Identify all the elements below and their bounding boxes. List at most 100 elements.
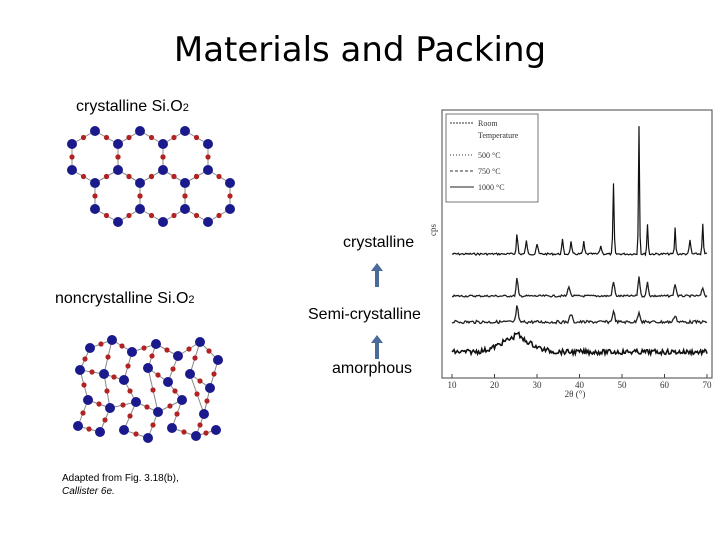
oxygen-atom [149,353,155,359]
silicon-atom [158,139,168,149]
oxygen-atom [137,193,143,199]
up-arrow-icon [371,335,383,359]
oxygen-atom [182,193,188,199]
silicon-atom [135,178,145,188]
silicon-atom [177,395,187,405]
xrd-pattern-plot: Room Temperature 500 °C 750 °C 1000 °C c… [428,109,713,399]
x-tick-label: 10 [448,380,458,390]
label-amorphous: amorphous [332,360,413,377]
silicon-atom [158,165,168,175]
silicon-atom [113,139,123,149]
silicon-atom [67,165,77,175]
silicon-atom [203,165,213,175]
label-crystalline: crystalline [343,234,415,251]
plot-frame [441,109,713,379]
oxygen-atom [164,347,170,353]
oxygen-atom [98,341,104,347]
up-arrow-icon [371,263,383,287]
legend-1000: 1000 °C [478,183,505,192]
x-axis-label: 2θ (°) [565,389,586,399]
silicon-atom [113,165,123,175]
silicon-atom [203,217,213,227]
oxygen-atom [206,348,212,354]
oxygen-atom [82,356,88,362]
oxygen-atom [89,369,95,375]
silicon-atom [113,217,123,227]
trace-500c [451,305,708,325]
oxygen-atom [148,134,155,141]
legend-temperature: Temperature [478,131,519,140]
oxygen-atom [104,388,110,394]
trace-1000c [451,126,708,257]
oxygen-atom [167,403,173,409]
silicon-atom [167,423,177,433]
silicon-atom [173,351,183,361]
x-tick-label: 40 [575,380,585,390]
silicon-atom [131,397,141,407]
silicon-atom [163,377,173,387]
caption-line-2: Callister 6e. [62,486,115,497]
oxygen-atom [203,430,209,436]
trace-room-temperature [451,331,708,358]
oxygen-atom [144,404,150,410]
silicon-atom [83,395,93,405]
y-axis-label: cps [428,224,438,236]
oxygen-atom [211,371,217,377]
crystalline-sio2-label: crystalline Si.O2 [76,98,189,116]
caption-line-1: Adapted from Fig. 3.18(b), [62,473,179,484]
oxygen-atom [81,382,87,388]
oxygen-atom [155,372,161,378]
silicon-atom [119,375,129,385]
oxygen-atom [125,363,131,369]
silicon-atom [180,178,190,188]
silicon-atom [90,204,100,214]
oxygen-atom [119,343,125,349]
x-tick-label: 30 [533,380,543,390]
x-tick-label: 20 [490,380,500,390]
crystalline-label-subscript: 2 [182,102,189,114]
silicon-atom [205,383,215,393]
silicon-atom [105,403,115,413]
legend-500: 500 °C [478,151,501,160]
silicon-atom [127,347,137,357]
oxygen-atom [170,366,176,372]
oxygen-atom [80,410,86,416]
oxygen-atom [227,193,233,199]
oxygen-atom [174,411,180,417]
oxygen-atom [197,422,203,428]
oxygen-atom [126,173,132,180]
silicon-atom [180,126,190,136]
silicon-atom [211,425,221,435]
oxygen-atom [160,154,166,160]
silicon-atom [213,355,223,365]
oxygen-atom [126,212,132,219]
oxygen-atom [197,378,203,384]
silicon-atom [143,433,153,443]
silicon-atom [73,421,83,431]
oxygen-atom [126,134,132,141]
silicon-atom [99,369,109,379]
oxygen-atom [171,134,177,141]
legend-room: Room [478,119,498,128]
silicon-atom [185,369,195,379]
oxygen-atom [193,212,200,219]
silicon-atom [180,204,190,214]
oxygen-atom [150,387,156,393]
oxygen-atom [127,413,133,419]
oxygen-atom [105,354,111,360]
noncrystalline-label-subscript: 2 [188,294,195,306]
oxygen-atom [102,417,108,423]
oxygen-atom [186,346,192,352]
x-tick-label: 50 [618,380,628,390]
silicon-atom [90,126,100,136]
oxygen-atom [193,173,200,180]
oxygen-atom [86,426,92,432]
oxygen-atom [115,154,121,160]
noncrystalline-sio2-label: noncrystalline Si.O2 [55,290,195,308]
silicon-atom [158,217,168,227]
silicon-atom [90,178,100,188]
oxygen-atom [141,345,147,351]
oxygen-atom [148,173,155,180]
oxygen-atom [172,388,178,394]
oxygen-atom [111,374,117,380]
